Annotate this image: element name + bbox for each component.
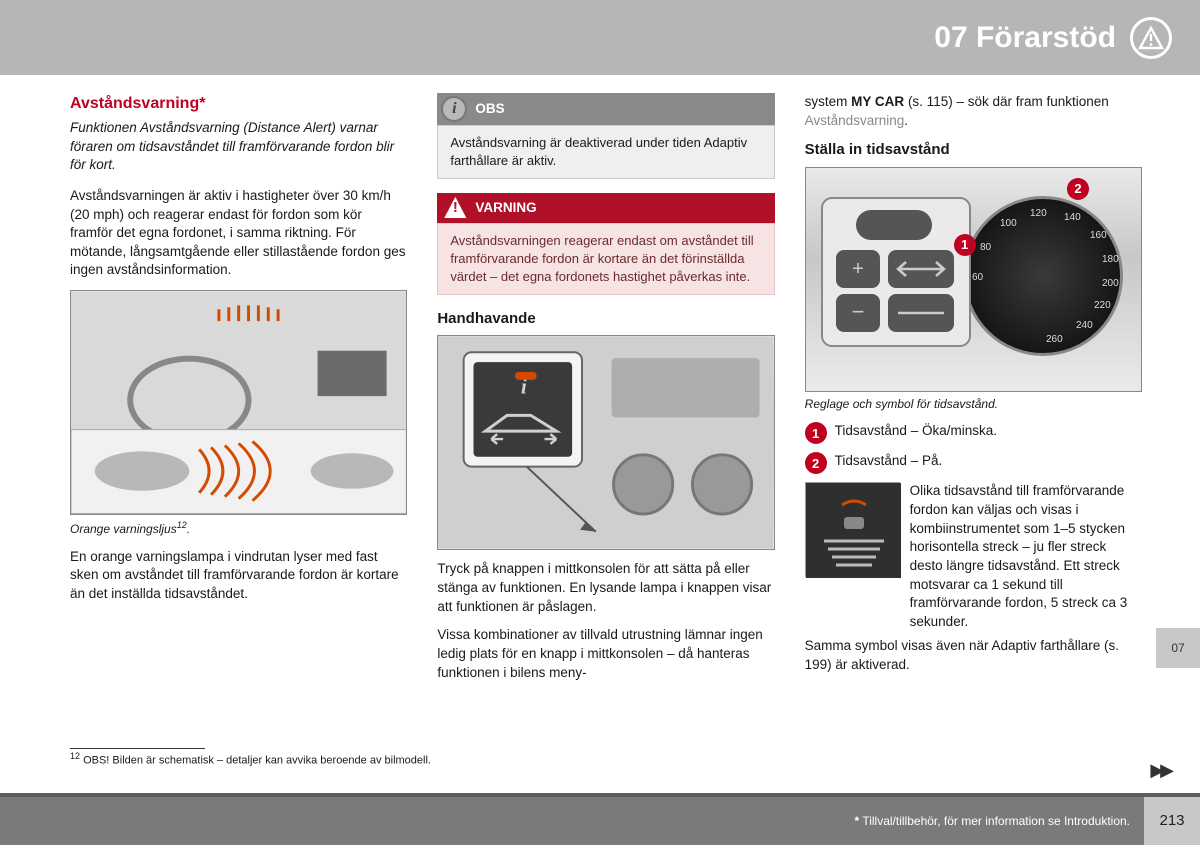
legend-text: Tidsavstånd – På. (835, 452, 943, 471)
footnote-text: OBS! Bilden är schematisk – detaljer kan… (80, 755, 431, 767)
body-text: Olika tidsavstånd till framförvarande fo… (910, 482, 1142, 631)
tick: 260 (1046, 333, 1063, 347)
continue-arrow-icon: ▶▶ (1150, 758, 1170, 783)
tick: 240 (1076, 319, 1093, 333)
page-content: Avståndsvarning* Funktionen Avståndsvarn… (70, 93, 1142, 747)
note-box: i OBS Avståndsvarning är deaktiverad und… (437, 93, 774, 179)
legend-item: 2 Tidsavstånd – På. (805, 452, 1142, 474)
footnote: 12 OBS! Bilden är schematisk – detaljer … (70, 750, 431, 769)
info-icon: i (441, 96, 467, 122)
tick: 180 (1102, 253, 1119, 267)
chapter-tab: 07 (1156, 628, 1200, 668)
warning-emblem-icon (1130, 17, 1172, 59)
footnote-ref: 12 (177, 520, 187, 530)
tick: 120 (1030, 207, 1047, 221)
column-2: i OBS Avståndsvarning är deaktiverad und… (437, 93, 774, 747)
intro-text: Funktionen Avståndsvarning (Distance Ale… (70, 119, 407, 175)
svg-text:−: − (851, 299, 864, 324)
figure-dashboard (70, 290, 407, 515)
body-text: En orange varningslampa i vindrutan lyse… (70, 548, 407, 604)
callout-badge-1: 1 (954, 234, 976, 256)
page-header: 07 Förarstöd (0, 0, 1200, 75)
footnote-rule (70, 748, 205, 749)
column-3: system MY CAR (s. 115) – sök där fram fu… (805, 93, 1142, 747)
callout-badge-2: 2 (1067, 178, 1089, 200)
distance-symbol-icon (805, 482, 900, 577)
subheading: Ställa in tidsavstånd (805, 140, 1142, 161)
subheading: Handhavande (437, 309, 774, 330)
warning-triangle-icon: ! (443, 196, 467, 220)
tick: 160 (1090, 229, 1107, 243)
column-1: Avståndsvarning* Funktionen Avståndsvarn… (70, 93, 407, 747)
legend-item: 1 Tidsavstånd – Öka/minska. (805, 422, 1142, 444)
figure-gauge: 60 80 100 120 140 160 180 200 220 240 26… (805, 167, 1142, 392)
tick: 140 (1064, 211, 1081, 225)
number-badge-icon: 1 (805, 422, 827, 444)
warning-label: VARNING (475, 199, 536, 218)
warning-header: ! VARNING (437, 193, 774, 223)
figure-caption: Reglage och symbol för tidsavstånd. (805, 396, 1142, 413)
footer-text: Tillval/tillbehör, för mer information s… (862, 814, 1130, 828)
note-label: OBS (475, 100, 504, 119)
continuation-text: system MY CAR (s. 115) – sök där fram fu… (805, 93, 1142, 130)
footnote-mark: 12 (70, 751, 80, 761)
page-number: 213 (1144, 797, 1200, 845)
note-header: i OBS (437, 93, 774, 125)
figure-caption: Orange varningsljus12. (70, 519, 407, 538)
figure-console: i (437, 335, 774, 550)
tick: 200 (1102, 277, 1119, 291)
number-badge-icon: 2 (805, 452, 827, 474)
tick: 220 (1094, 299, 1111, 313)
page-footer: * Tillval/tillbehör, för mer information… (0, 793, 1200, 845)
speedometer-icon: 60 80 100 120 140 160 180 200 220 240 26… (963, 196, 1123, 356)
body-text: Avståndsvarningen är aktiv i hastigheter… (70, 187, 407, 280)
text: (s. 115) – sök där fram funktionen (904, 94, 1109, 109)
tick: 100 (1000, 217, 1017, 231)
body-text: Tryck på knappen i mittkonsolen för att … (437, 560, 774, 616)
my-car-label: MY CAR (851, 94, 904, 109)
svg-text:+: + (852, 258, 864, 280)
legend-text: Tidsavstånd – Öka/minska. (835, 422, 997, 441)
warning-body: Avståndsvarningen reagerar endast om avs… (437, 223, 774, 295)
para-with-thumb: Olika tidsavstånd till framförvarande fo… (805, 482, 1142, 631)
menu-item-ref: Avståndsvarning (805, 113, 905, 128)
text: system (805, 94, 852, 109)
caption-text: Orange varningsljus (70, 522, 177, 536)
warning-box: ! VARNING Avståndsvarningen reagerar end… (437, 193, 774, 295)
section-title: Avståndsvarning* (70, 93, 407, 115)
chapter-title: 07 Förarstöd (934, 17, 1116, 58)
tick: 80 (980, 241, 991, 255)
note-body: Avståndsvarning är deaktiverad under tid… (437, 125, 774, 179)
footer-note: * Tillval/tillbehör, för mer information… (855, 813, 1144, 830)
body-text: Vissa kombinationer av tillvald utrustni… (437, 626, 774, 682)
body-text: Samma symbol visas även när Adaptiv fart… (805, 637, 1142, 674)
